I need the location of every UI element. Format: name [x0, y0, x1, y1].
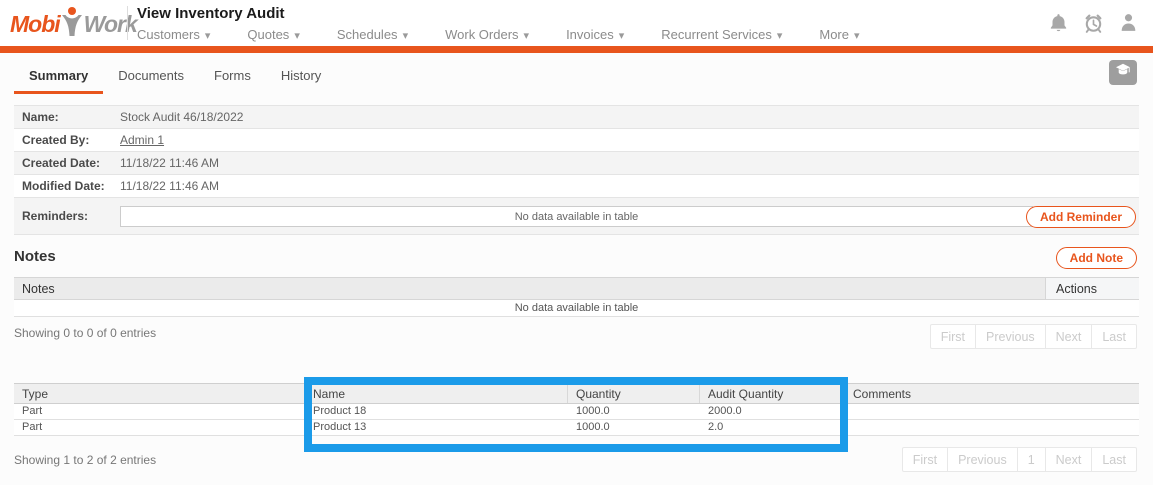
field-row-created-by: Created By: Admin 1 [14, 129, 1139, 152]
logo-text-mobi: Mobi [10, 10, 61, 37]
nav-item-quotes[interactable]: Quotes [247, 27, 299, 42]
notes-page-next-button[interactable]: Next [1044, 324, 1093, 349]
cell-audit-quantity: 2000.0 [708, 405, 742, 417]
cell-comments [845, 420, 1139, 435]
field-label: Reminders: [22, 209, 89, 223]
nav-item-recurrent-services[interactable]: Recurrent Services [661, 27, 782, 42]
notes-page-first-button[interactable]: First [929, 324, 977, 349]
notes-empty-row: No data available in table [14, 300, 1139, 317]
field-row-created-date: Created Date: 11/18/22 11:46 AM [14, 152, 1139, 175]
header-icon-group [1048, 11, 1139, 35]
notes-page-previous-button[interactable]: Previous [975, 324, 1046, 349]
chevron-down-icon [614, 27, 625, 42]
field-value-created-date: 11/18/22 11:46 AM [120, 156, 219, 170]
nav-item-more[interactable]: More [819, 27, 859, 42]
notes-showing-entries: Showing 0 to 0 of 0 entries [14, 326, 157, 340]
items-page-previous-button[interactable]: Previous [947, 447, 1018, 472]
add-reminder-button[interactable]: Add Reminder [1025, 206, 1136, 228]
reminders-empty-table: No data available in table [120, 206, 1033, 227]
cell-name: Product 13 [313, 421, 367, 433]
items-page-current-button[interactable]: 1 [1016, 447, 1046, 472]
cell-comments [845, 404, 1139, 419]
notes-heading: Notes [14, 248, 56, 265]
tab-summary[interactable]: Summary [14, 62, 104, 94]
notes-table: Notes Actions No data available in table [14, 277, 1139, 317]
tab-documents[interactable]: Documents [118, 68, 184, 83]
quantity-column-header[interactable]: Quantity [568, 384, 700, 403]
chevron-down-icon [849, 27, 860, 42]
cell-name: Product 18 [313, 405, 367, 417]
add-note-button[interactable]: Add Note [1055, 247, 1137, 269]
created-by-link[interactable]: Admin 1 [120, 133, 165, 147]
field-value-modified-date: 11/18/22 11:46 AM [120, 179, 219, 193]
notes-column-header[interactable]: Notes [14, 278, 1046, 299]
nav-item-schedules[interactable]: Schedules [337, 27, 408, 42]
comments-column-header[interactable]: Comments [853, 387, 912, 401]
logo-text-work: Work [83, 10, 138, 37]
items-page-next-button[interactable]: Next [1044, 447, 1093, 472]
brand-accent-bar [0, 46, 1153, 53]
mobiwork-logo[interactable]: Mobi Work [10, 4, 138, 44]
table-row[interactable]: Part Product 13 1000.0 2.0 [14, 420, 1139, 436]
page-content: Summary Documents Forms History Name: St… [0, 53, 1153, 485]
chevron-down-icon [519, 27, 530, 42]
logo-person-icon [61, 6, 83, 43]
main-nav: Customers Quotes Schedules Work Orders I… [137, 27, 860, 42]
field-label: Created Date: [22, 156, 101, 170]
graduation-cap-icon [1115, 63, 1131, 82]
chevron-down-icon [772, 27, 783, 42]
field-label: Modified Date: [22, 179, 105, 193]
items-page-first-button[interactable]: First [901, 447, 949, 472]
cell-type: Part [22, 421, 43, 433]
chevron-down-icon [289, 27, 300, 42]
nav-item-invoices[interactable]: Invoices [566, 27, 624, 42]
tab-history[interactable]: History [280, 68, 322, 83]
page-title: View Inventory Audit [137, 5, 285, 22]
type-column-header[interactable]: Type [14, 384, 305, 403]
nav-item-work-orders[interactable]: Work Orders [445, 27, 529, 42]
notes-table-header: Notes Actions [14, 277, 1139, 300]
field-label: Name: [22, 110, 59, 124]
cell-type: Part [22, 405, 43, 417]
cell-quantity: 1000.0 [576, 405, 610, 417]
audit-quantity-column-header[interactable]: Audit Quantity [700, 384, 845, 403]
items-showing-entries: Showing 1 to 2 of 2 entries [14, 453, 157, 467]
items-pagination: First Previous 1 Next Last [901, 447, 1137, 472]
bell-icon[interactable] [1048, 11, 1069, 35]
alarm-clock-icon[interactable] [1082, 11, 1105, 35]
chevron-down-icon [398, 27, 409, 42]
nav-item-customers[interactable]: Customers [137, 27, 210, 42]
table-row[interactable]: Part Product 18 1000.0 2000.0 [14, 404, 1139, 420]
header-divider [127, 6, 128, 40]
top-header: Mobi Work View Inventory Audit Customers… [0, 0, 1153, 46]
field-label: Created By: [22, 133, 90, 147]
audit-items-table: Type Name Quantity Audit Quantity Commen… [14, 383, 1139, 436]
user-icon[interactable] [1118, 11, 1139, 35]
actions-column-header[interactable]: Actions [1046, 278, 1139, 299]
items-page-last-button[interactable]: Last [1091, 447, 1137, 472]
tab-forms[interactable]: Forms [214, 68, 251, 83]
name-column-header[interactable]: Name [305, 384, 568, 403]
notes-page-last-button[interactable]: Last [1091, 324, 1137, 349]
field-row-reminders: Reminders: No data available in table Ad… [14, 198, 1139, 235]
field-value-name: Stock Audit 46/18/2022 [120, 110, 244, 124]
audit-items-header: Type Name Quantity Audit Quantity Commen… [14, 383, 1139, 404]
training-button[interactable] [1109, 60, 1137, 85]
chevron-down-icon [200, 27, 211, 42]
field-row-name: Name: Stock Audit 46/18/2022 [14, 106, 1139, 129]
summary-fields: Name: Stock Audit 46/18/2022 Created By:… [14, 105, 1139, 235]
cell-audit-quantity: 2.0 [708, 421, 724, 433]
cell-quantity: 1000.0 [576, 421, 610, 433]
notes-pagination: First Previous Next Last [929, 324, 1137, 349]
tab-bar: Summary Documents Forms History [14, 62, 336, 94]
field-row-modified-date: Modified Date: 11/18/22 11:46 AM [14, 175, 1139, 198]
